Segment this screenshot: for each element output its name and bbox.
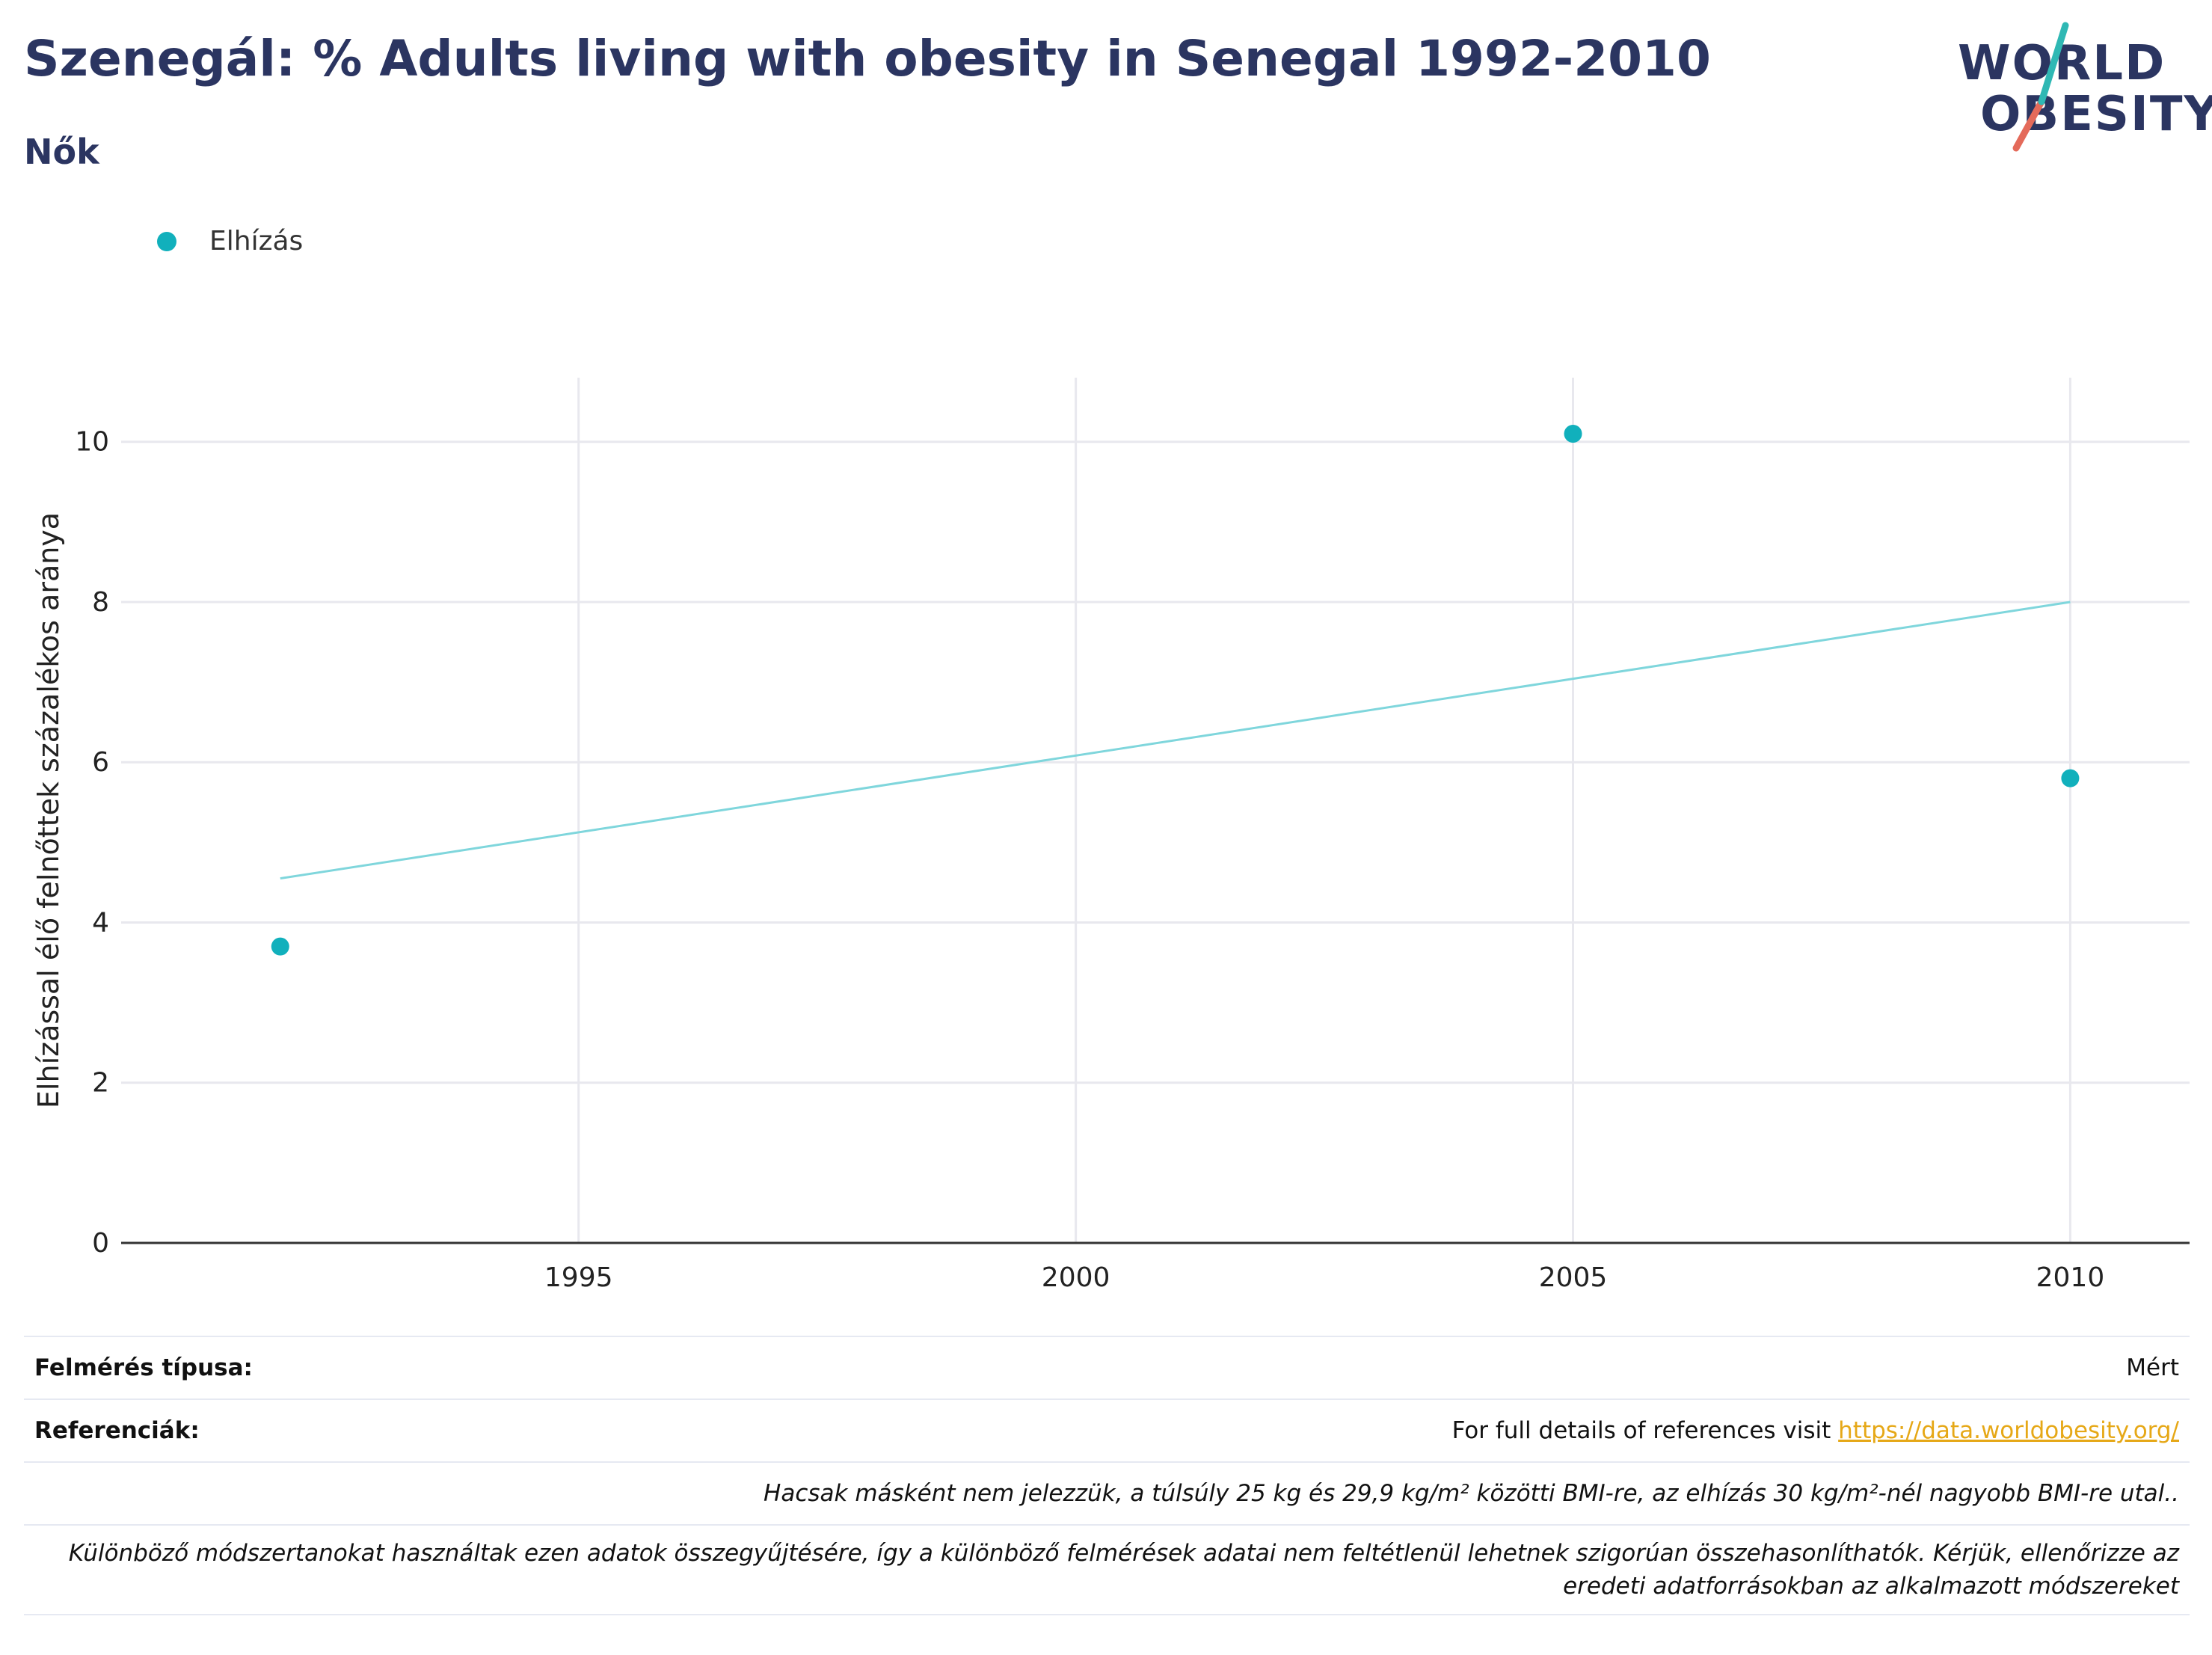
survey-type-row: Felmérés típusa: Mért xyxy=(24,1336,2190,1398)
note-row-1: Hacsak másként nem jelezzük, a túlsúly 2… xyxy=(24,1461,2190,1524)
scatter-chart: 1995 2000 2005 2010 0 2 4 6 8 10 Elhízással élő fe… xyxy=(32,378,2190,1293)
logo-word-obesity: OBESITY xyxy=(1980,87,2212,142)
y-tick-label: 2 xyxy=(92,1068,109,1099)
note-row-2: Különböző módszertanokat használtak ezen… xyxy=(24,1524,2190,1615)
references-value: For full details of references visit htt… xyxy=(1452,1417,2179,1444)
x-tick-label: 2000 xyxy=(1042,1262,1110,1293)
data-point xyxy=(271,937,289,956)
y-tick-label: 6 xyxy=(92,747,109,778)
survey-type-value: Mért xyxy=(2126,1354,2179,1381)
references-text: For full details of references visit xyxy=(1451,1417,1839,1444)
world-obesity-logo: WORLD OBESITY xyxy=(1958,21,2212,156)
y-tick-label: 10 xyxy=(75,427,109,458)
data-point xyxy=(2061,769,2080,787)
axes: 1995 2000 2005 2010 0 2 4 6 8 10 Elhízással élő fe… xyxy=(32,427,2190,1293)
logo-slash-icon xyxy=(2012,22,2069,152)
y-tick-label: 4 xyxy=(92,907,109,938)
references-link[interactable]: https://data.worldobesity.org/ xyxy=(1838,1417,2179,1444)
legend-marker-icon xyxy=(157,231,176,251)
y-tick-label: 0 xyxy=(92,1228,109,1259)
chart-title: Szenegál: % Adults living with obesity i… xyxy=(24,30,1711,87)
x-tick-label: 2010 xyxy=(2036,1262,2105,1293)
methodology-note: Különböző módszertanokat használtak ezen… xyxy=(68,1540,2179,1600)
references-row: Referenciák: For full details of referen… xyxy=(24,1398,2190,1461)
survey-type-label: Felmérés típusa: xyxy=(34,1354,253,1381)
grid-lines xyxy=(121,378,2190,1243)
references-label: Referenciák: xyxy=(34,1417,200,1444)
y-axis-label: Elhízással élő felnőttek százalékos arán… xyxy=(32,512,65,1108)
chart-subtitle: Nők xyxy=(24,132,99,172)
chart-legend[interactable]: Elhízás xyxy=(157,226,303,257)
legend-label: Elhízás xyxy=(209,226,304,257)
bmi-definition-note: Hacsak másként nem jelezzük, a túlsúly 2… xyxy=(764,1480,2179,1507)
info-table: Felmérés típusa: Mért Referenciák: For f… xyxy=(24,1336,2190,1615)
y-tick-label: 8 xyxy=(92,587,109,618)
trend-line xyxy=(280,601,2071,880)
x-tick-label: 2005 xyxy=(1539,1262,1608,1293)
chart-marks xyxy=(271,424,2080,956)
x-tick-label: 1995 xyxy=(544,1262,613,1293)
data-point xyxy=(1564,424,1582,443)
